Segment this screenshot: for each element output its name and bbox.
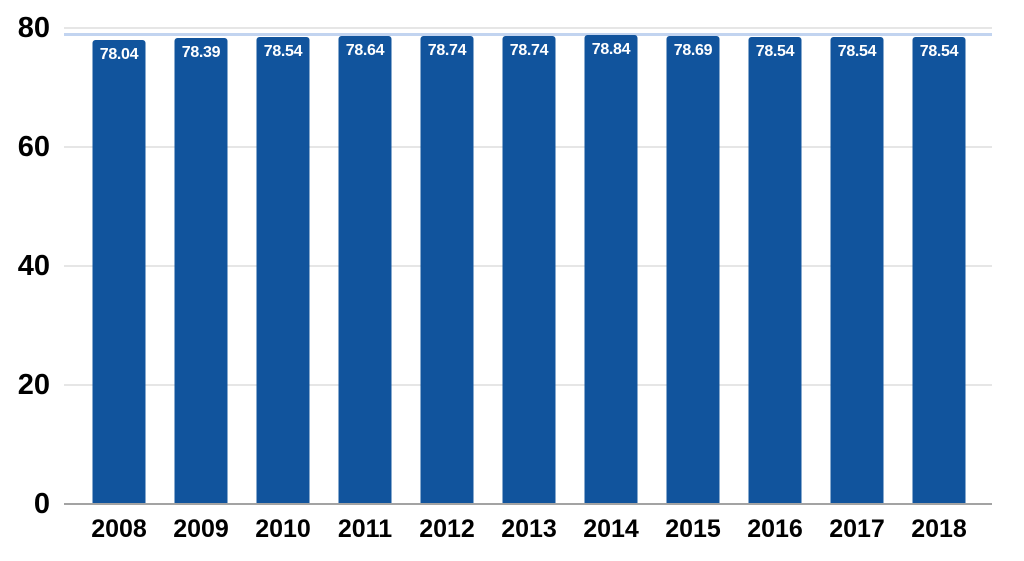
bar-group-2016: 78.54	[734, 28, 816, 504]
reference-line	[64, 33, 992, 37]
x-tick-label-2015: 2015	[665, 515, 721, 543]
bar-value-label: 78.69	[673, 41, 713, 59]
bar-value-label: 78.04	[99, 45, 139, 63]
bar-group-2011: 78.64	[324, 28, 406, 504]
bar-group-2014: 78.84	[570, 28, 652, 504]
bar-group-2012: 78.74	[406, 28, 488, 504]
bar-2009: 78.39	[174, 37, 228, 504]
gridline-80	[64, 27, 992, 29]
y-tick-label-20: 20	[17, 369, 50, 401]
x-tick-label-2008: 2008	[91, 515, 147, 543]
x-tick-label-2009: 2009	[173, 515, 229, 543]
bar-value-label: 78.74	[427, 41, 467, 59]
y-tick-label-40: 40	[17, 250, 50, 282]
x-axis-labels: 2008 2009 2010 2011 2012 2013 2014 2015 2016 2017…	[78, 513, 980, 549]
bar-2013: 78.74	[502, 35, 556, 504]
bar-value-label: 78.54	[263, 42, 303, 60]
x-tick-label-2017: 2017	[829, 515, 885, 543]
bar-value-label: 78.54	[837, 42, 877, 60]
bar-2017: 78.54	[830, 36, 884, 504]
bar-group-2013: 78.74	[488, 28, 570, 504]
bar-2014: 78.84	[584, 34, 638, 504]
y-axis-labels: 0 20 40 60 80	[0, 0, 50, 561]
bar-group-2015: 78.69	[652, 28, 734, 504]
bar-2015: 78.69	[666, 35, 720, 504]
x-tick-label-2013: 2013	[501, 515, 557, 543]
bar-group-2018: 78.54	[898, 28, 980, 504]
bar-value-label: 78.54	[919, 42, 959, 60]
bar-2010: 78.54	[256, 36, 310, 504]
bar-2016: 78.54	[748, 36, 802, 504]
x-tick-label-2014: 2014	[583, 515, 639, 543]
bar-2008: 78.04	[92, 39, 146, 504]
y-tick-label-80: 80	[17, 12, 50, 44]
x-axis-line	[64, 503, 992, 505]
bar-2011: 78.64	[338, 36, 392, 504]
x-tick-label-2011: 2011	[337, 515, 393, 543]
x-tick-label-2012: 2012	[419, 515, 475, 543]
bar-2018: 78.54	[912, 36, 966, 504]
bar-value-label: 78.64	[345, 42, 385, 60]
bar-value-label: 78.39	[181, 43, 221, 61]
x-tick-label-2018: 2018	[911, 515, 967, 543]
bar-value-label: 78.84	[591, 40, 631, 58]
y-tick-label-60: 60	[17, 131, 50, 163]
bar-2012: 78.74	[420, 35, 474, 504]
plot-area: 78.04 78.39 78.54 78.64 78.74 78.74 78.84 78.69…	[64, 27, 992, 505]
bar-group-2008: 78.04	[78, 28, 160, 504]
x-tick-label-2010: 2010	[255, 515, 311, 543]
y-tick-label-0: 0	[33, 488, 50, 520]
x-tick-label-2016: 2016	[747, 515, 803, 543]
bar-value-label: 78.74	[509, 41, 549, 59]
bar-value-label: 78.54	[755, 42, 795, 60]
bar-group-2017: 78.54	[816, 28, 898, 504]
bar-group-2010: 78.54	[242, 28, 324, 504]
bar-group-2009: 78.39	[160, 28, 242, 504]
bars: 78.04 78.39 78.54 78.64 78.74 78.74 78.84 78.69…	[78, 28, 980, 504]
